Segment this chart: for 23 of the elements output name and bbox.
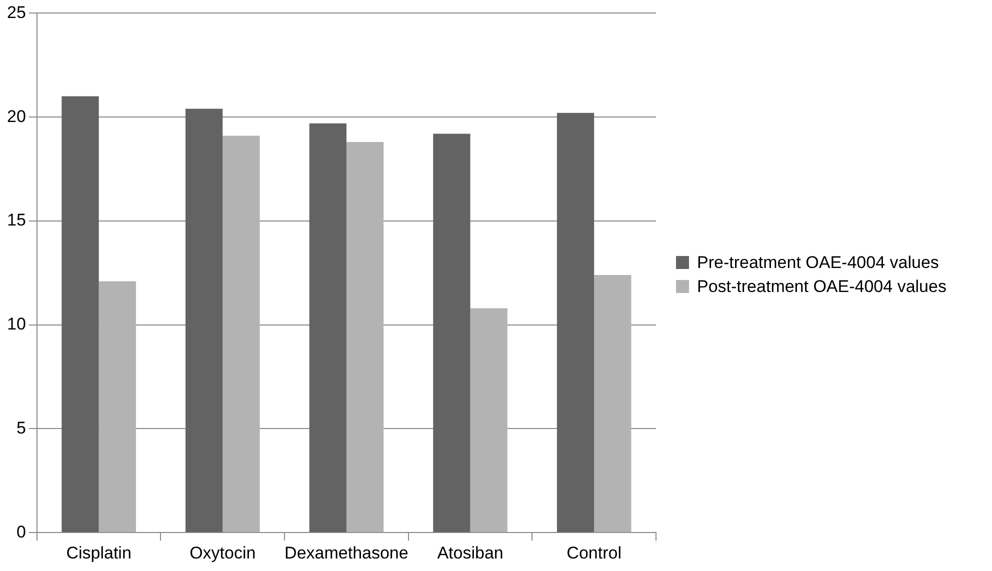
bar (185, 108, 223, 532)
bar (98, 281, 136, 532)
bar (309, 123, 346, 532)
y-tick-label: 25 (6, 2, 26, 22)
x-tick-label: Atosiban (437, 543, 504, 562)
bar (470, 308, 508, 532)
y-tick-label: 20 (6, 106, 26, 126)
bar (594, 274, 632, 532)
bar (346, 142, 384, 532)
y-tick-label: 10 (6, 314, 26, 334)
x-tick-label: Cisplatin (66, 543, 132, 562)
y-tick-label: 15 (6, 210, 26, 230)
x-tick-label: Dexamethasone (284, 543, 408, 562)
y-tick-label: 5 (16, 418, 26, 438)
x-tick-label: Control (566, 543, 622, 562)
bar (222, 136, 260, 532)
bar (556, 112, 594, 532)
x-tick-label: Oxytocin (190, 543, 256, 562)
legend-label: Pre-treatment OAE-4004 values (697, 252, 939, 274)
bar (62, 96, 99, 532)
legend-label: Post-treatment OAE-4004 values (697, 276, 946, 298)
bar (433, 134, 470, 532)
y-tick-label: 0 (16, 522, 26, 542)
